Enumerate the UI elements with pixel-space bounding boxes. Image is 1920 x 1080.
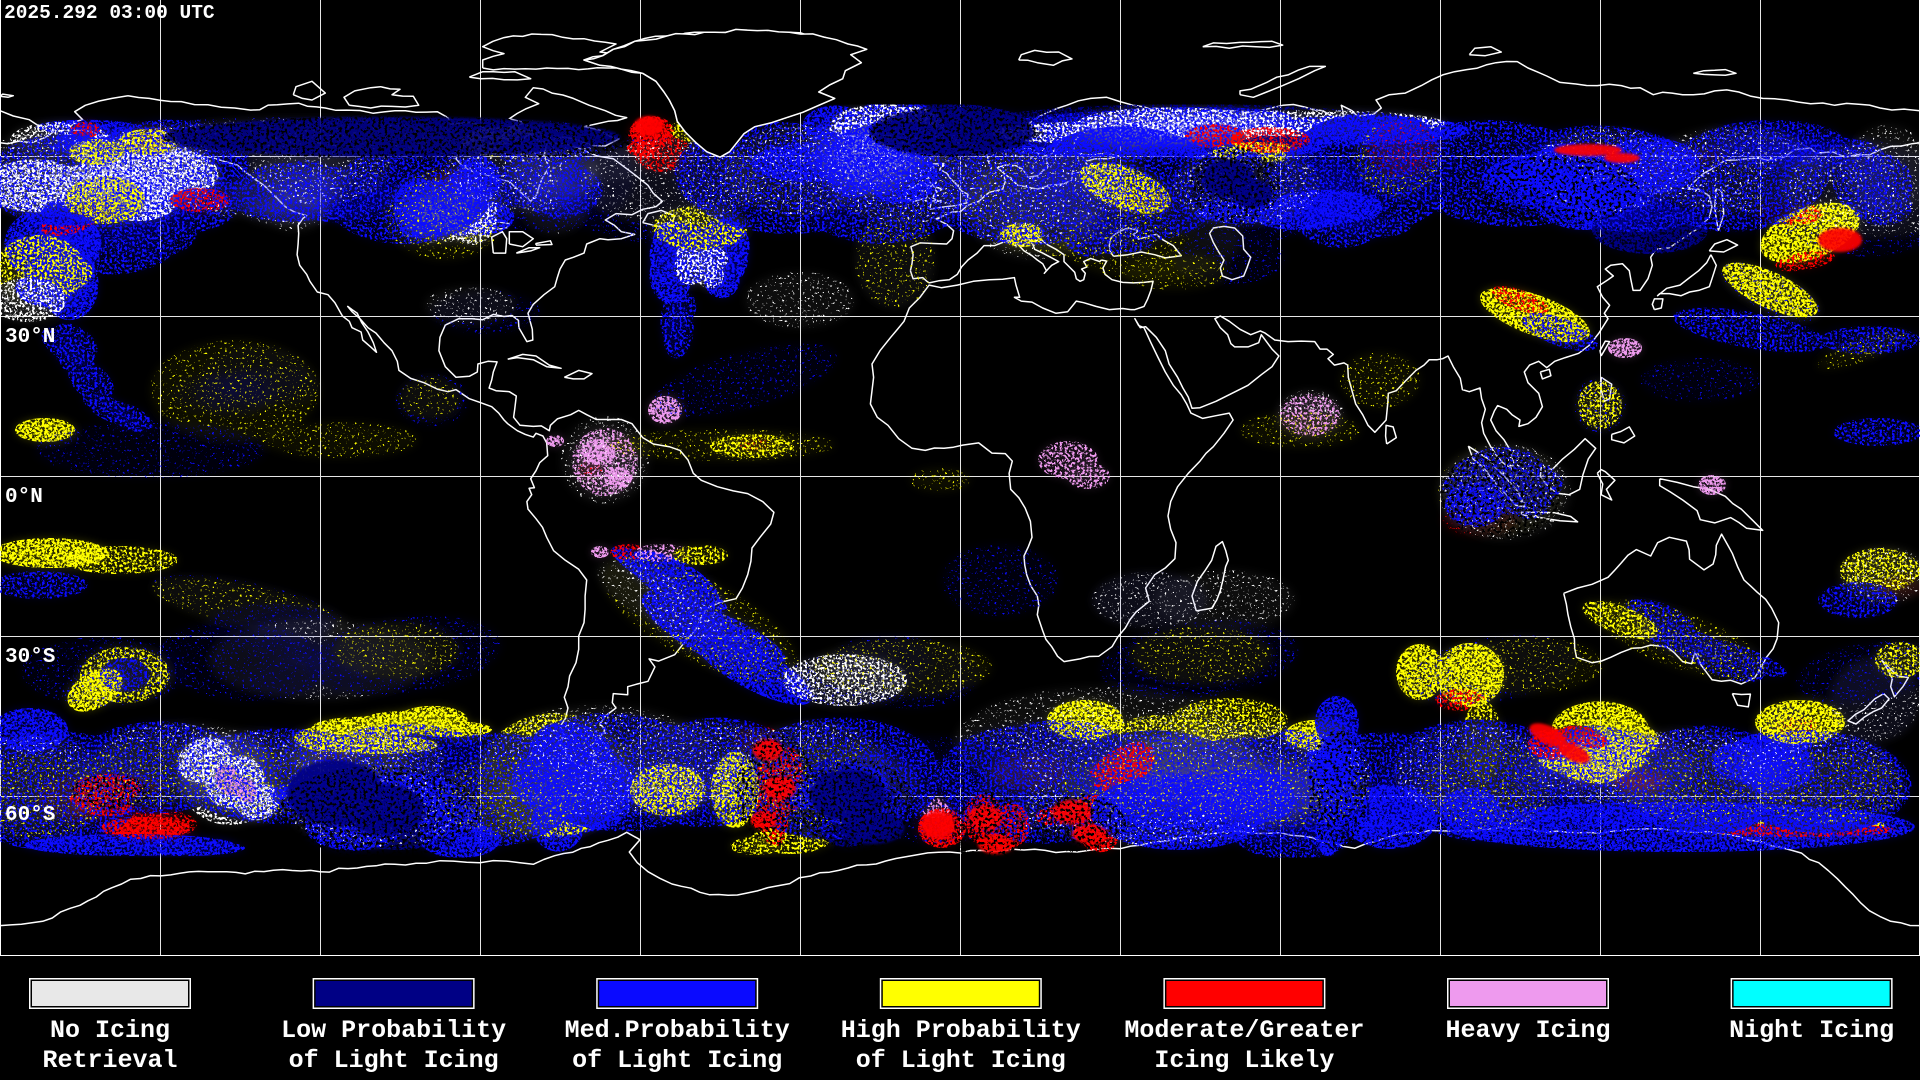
svg-text:Heavy Icing: Heavy Icing — [1445, 1016, 1610, 1045]
svg-text:No Icing: No Icing — [50, 1016, 170, 1045]
svg-text:60°S: 60°S — [5, 804, 55, 827]
svg-text:Moderate/Greater: Moderate/Greater — [1124, 1016, 1364, 1045]
svg-text:of Light Icing: of Light Icing — [856, 1046, 1066, 1075]
svg-text:of Light Icing: of Light Icing — [289, 1046, 499, 1075]
svg-text:30°N: 30°N — [5, 326, 55, 349]
svg-text:Icing Likely: Icing Likely — [1154, 1046, 1334, 1075]
svg-text:Low Probability: Low Probability — [281, 1016, 506, 1045]
svg-text:of Light Icing: of Light Icing — [572, 1046, 782, 1075]
svg-text:0°N: 0°N — [5, 486, 43, 509]
svg-text:30°S: 30°S — [5, 646, 55, 669]
svg-text:High Probability: High Probability — [841, 1016, 1081, 1045]
svg-text:2025.292 03:00 UTC: 2025.292 03:00 UTC — [4, 2, 215, 24]
svg-text:Med.Probability: Med.Probability — [565, 1016, 790, 1045]
svg-text:Retrieval: Retrieval — [42, 1046, 177, 1075]
svg-text:Night Icing: Night Icing — [1729, 1016, 1894, 1045]
